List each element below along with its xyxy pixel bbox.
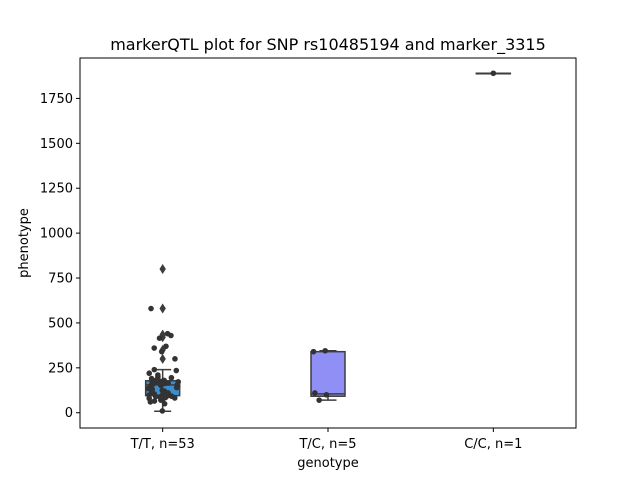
x-tick-label: T/C, n=5 — [298, 437, 356, 452]
data-point — [151, 398, 158, 404]
chart-title: markerQTL plot for SNP rs10485194 and ma… — [110, 35, 546, 55]
data-point — [148, 305, 154, 312]
data-point — [148, 375, 155, 382]
plot-area — [144, 70, 512, 414]
data-point — [161, 400, 168, 407]
strip-points — [310, 347, 330, 403]
data-point — [168, 374, 175, 381]
outlier-marker — [159, 353, 166, 364]
data-point — [316, 397, 322, 403]
data-point — [164, 330, 171, 337]
data-point — [151, 366, 158, 373]
data-point — [490, 70, 497, 77]
data-point — [159, 408, 166, 414]
data-point — [175, 379, 182, 385]
y-tick-label: 1500 — [40, 137, 73, 152]
y-tick-label: 500 — [48, 316, 73, 331]
box — [310, 350, 346, 397]
data-point — [172, 356, 178, 362]
data-point — [161, 377, 167, 384]
outlier-marker — [159, 264, 166, 275]
data-point — [165, 380, 171, 386]
data-point — [323, 391, 330, 398]
data-point — [151, 345, 158, 351]
strip-points — [145, 305, 182, 414]
outlier-marker — [159, 303, 166, 314]
y-tick-label: 0 — [65, 406, 73, 421]
data-point — [146, 370, 153, 377]
data-point — [155, 372, 161, 378]
data-point — [310, 348, 317, 355]
x-tick-label: C/C, n=1 — [464, 437, 522, 452]
data-point — [173, 367, 180, 374]
y-tick-label: 250 — [48, 361, 73, 376]
strip-points — [490, 70, 497, 77]
y-tick-label: 750 — [48, 272, 73, 287]
data-point — [163, 343, 169, 350]
y-axis-label: phenotype — [17, 208, 32, 278]
x-tick-label: T/T, n=53 — [130, 437, 195, 452]
x-axis: T/T, n=53 T/C, n=5 C/C, n=1 — [130, 428, 522, 452]
y-axis: 0 250 500 750 1000 1250 1500 1750 — [40, 92, 80, 421]
y-tick-label: 1000 — [40, 227, 73, 242]
x-axis-label: genotype — [297, 456, 358, 471]
data-point — [159, 387, 166, 394]
data-point — [312, 390, 318, 396]
data-point — [158, 348, 165, 355]
data-point — [322, 347, 328, 354]
y-tick-label: 1250 — [40, 182, 73, 197]
y-tick-label: 1750 — [40, 92, 73, 107]
data-point — [156, 335, 163, 341]
